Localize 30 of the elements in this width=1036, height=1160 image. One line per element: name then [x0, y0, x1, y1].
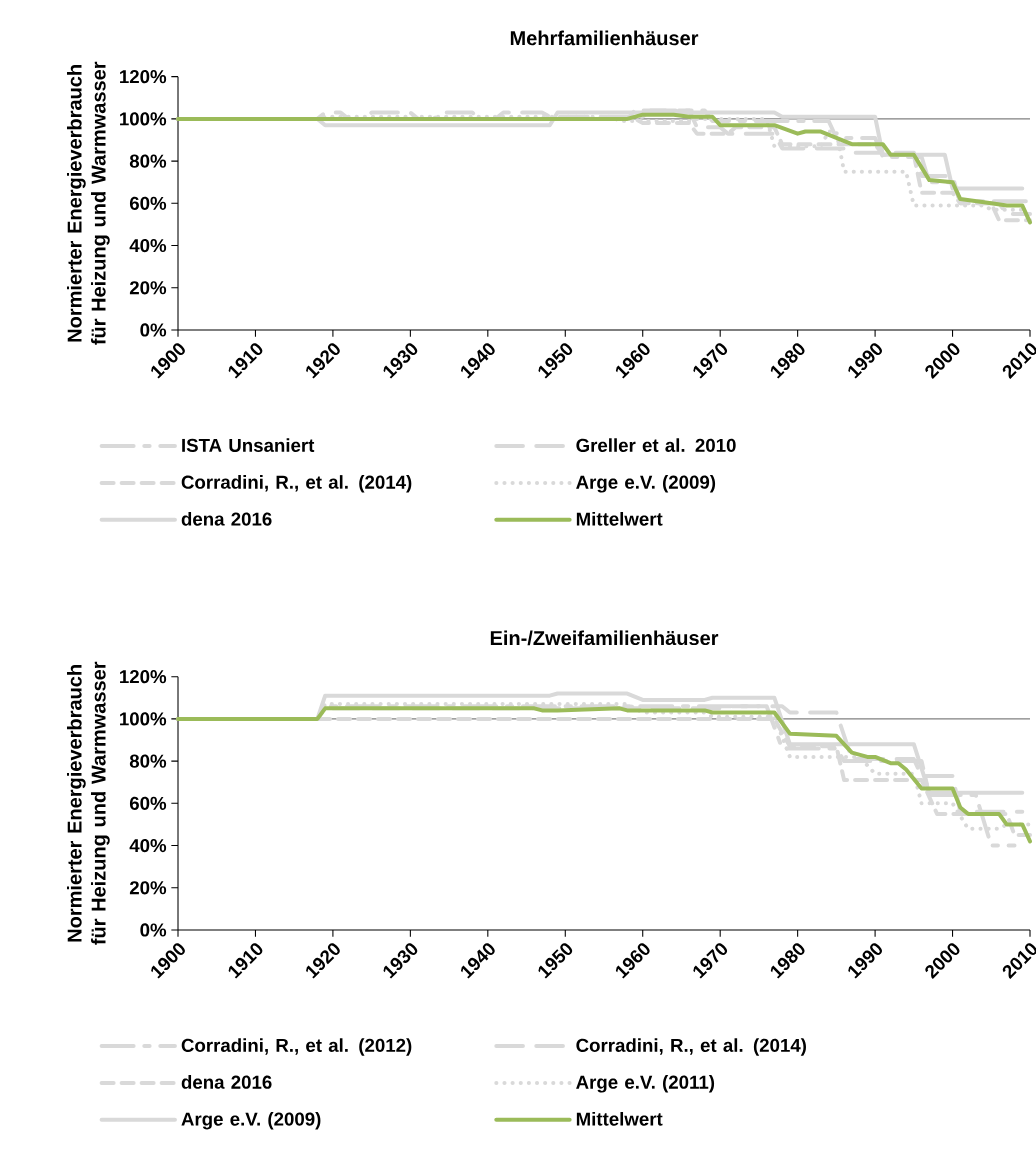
legend-label: Mittelwert	[576, 1111, 663, 1126]
y-tick-label: 120%	[120, 70, 167, 84]
legend-label: dena 2016	[181, 511, 272, 526]
y-tick-label: 60%	[129, 196, 167, 210]
legend-label: Arge e.V. (2011)	[576, 1075, 715, 1093]
y-tick-label: 100%	[120, 112, 167, 126]
legend-label: Corradini, R., et al. (2012)	[181, 1038, 412, 1056]
legend-label: Greller et al. 2010	[576, 438, 736, 452]
y-tick-label: 0%	[140, 323, 167, 337]
y-axis-title: Normierter Energieverbrauch für Heizung und Warmwasser	[67, 61, 110, 345]
legend-label: Arge e.V. (2009)	[181, 1111, 321, 1130]
y-tick-label: 80%	[129, 154, 167, 168]
y-tick-label: 0%	[140, 923, 167, 937]
legend-label: Mittelwert	[576, 511, 663, 526]
legend-label: Arge e.V. (2009)	[576, 475, 716, 493]
legend-label: Corradini, R., et al. (2014)	[576, 1038, 806, 1056]
y-tick-label: 20%	[129, 881, 167, 895]
y-tick-label: 40%	[129, 838, 167, 853]
y-tick-label: 120%	[120, 670, 167, 684]
y-tick-label: 20%	[129, 281, 167, 295]
y-tick-label: 60%	[129, 796, 167, 810]
chart-title: Mehrfamilienhäuser	[510, 30, 699, 46]
y-axis-title: Normierter Energieverbrauch für Heizung und Warmwasser	[67, 661, 110, 945]
legend-label: dena 2016	[181, 1075, 272, 1089]
y-tick-label: 100%	[120, 712, 167, 726]
legend-label: ISTA Unsaniert	[182, 438, 315, 452]
y-tick-label: 40%	[129, 238, 167, 253]
y-tick-label: 80%	[129, 754, 167, 768]
legend-label: Corradini, R., et al. (2014)	[181, 475, 412, 493]
chart-title: Ein-/Zweifamilienhäuser	[490, 630, 719, 646]
